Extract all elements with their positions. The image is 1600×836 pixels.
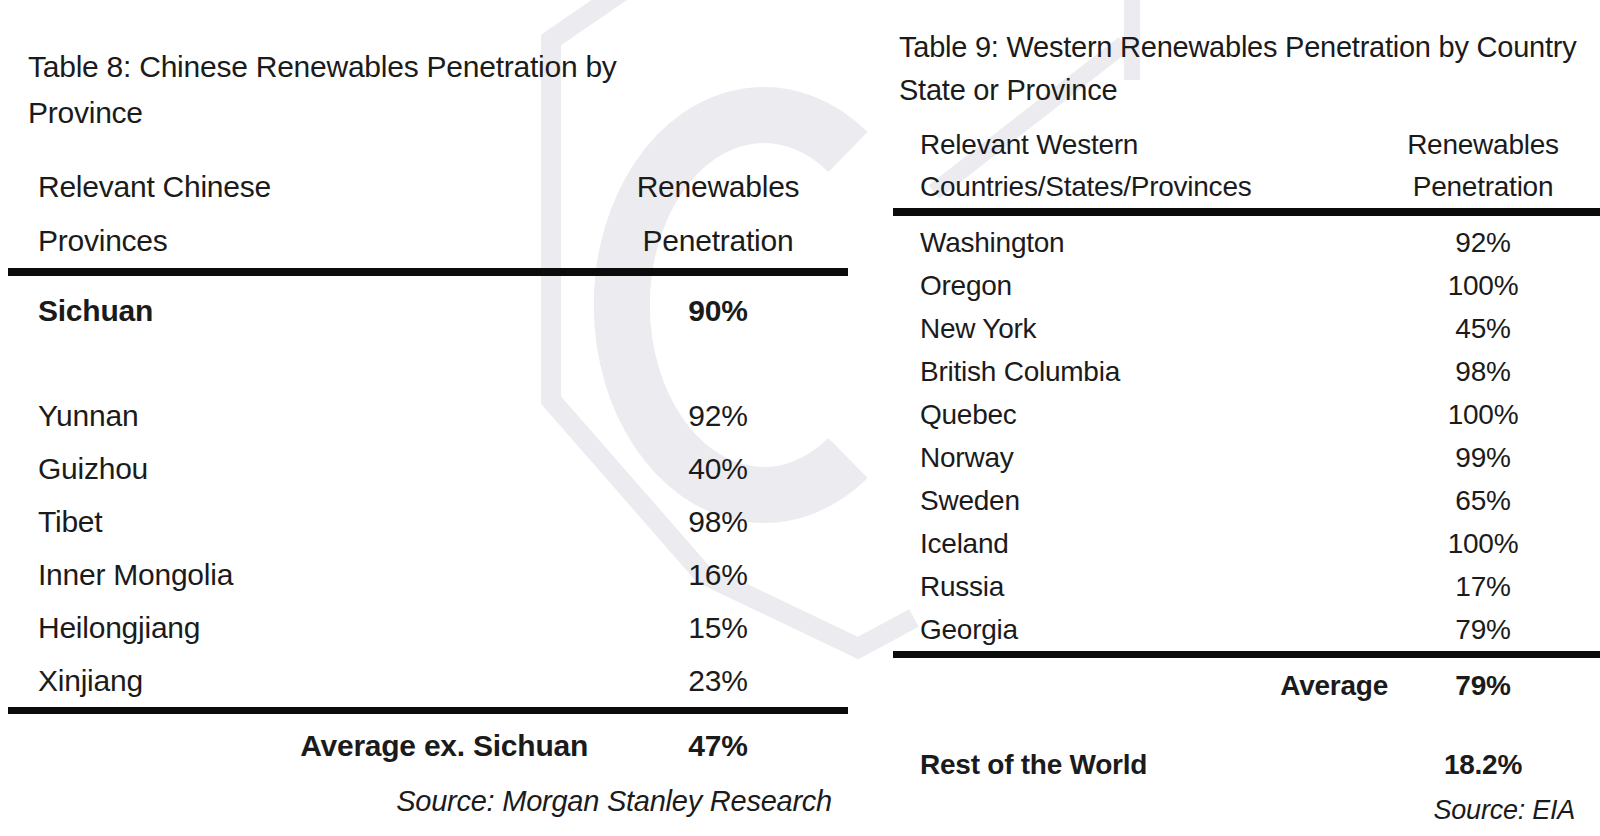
penetration-value: 65% [1388, 485, 1578, 517]
table9-body: Washington 92% Oregon 100% New York 45% … [893, 216, 1600, 651]
penetration-value: 17% [1388, 571, 1578, 603]
table-row: Sweden 65% [893, 479, 1600, 522]
table-row: Norway 99% [893, 436, 1600, 479]
table9-col1-header: Relevant Western Countries/States/Provin… [893, 124, 1388, 208]
province-label: Inner Mongolia [8, 558, 588, 592]
penetration-value: 45% [1388, 313, 1578, 345]
summary-label: Average [893, 670, 1388, 702]
table-row: Guizhou 40% [8, 442, 848, 495]
table8-col2-header: Renewables Penetration [588, 160, 848, 268]
table9-title: Table 9: Western Renewables Penetration … [893, 0, 1593, 112]
penetration-value: 100% [1388, 399, 1578, 431]
table8-header-rule [8, 268, 848, 276]
province-label: Xinjiang [8, 664, 588, 698]
rest-of-world-row: Rest of the World 18.2% [893, 743, 1600, 787]
table9: Table 9: Western Renewables Penetration … [893, 0, 1600, 826]
table8-col2-header-line1: Renewables [588, 160, 848, 214]
table8-bottom-rule [8, 707, 848, 714]
table9-col2-header-line1: Renewables [1388, 124, 1578, 166]
empty-row [8, 337, 848, 389]
summary-value: 79% [1388, 670, 1578, 702]
table9-header-rule [893, 208, 1600, 216]
table-row: Georgia 79% [893, 608, 1600, 651]
table9-col1-header-line2: Countries/States/Provinces [920, 166, 1388, 208]
region-label: Iceland [893, 528, 1388, 560]
region-label: New York [893, 313, 1388, 345]
region-label: Russia [893, 571, 1388, 603]
region-label: Oregon [893, 270, 1388, 302]
table9-col2-header-line2: Penetration [1388, 166, 1578, 208]
table8-col2-header-line2: Penetration [588, 214, 848, 268]
table-row: Heilongjiang 15% [8, 601, 848, 654]
penetration-value: 99% [1388, 442, 1578, 474]
table9-header-row: Relevant Western Countries/States/Provin… [893, 124, 1600, 208]
summary-label: Average ex. Sichuan [8, 729, 588, 763]
table-row: Tibet 98% [8, 495, 848, 548]
table8-summary-row: Average ex. Sichuan 47% [8, 721, 848, 771]
province-label: Guizhou [8, 452, 588, 486]
table-row: New York 45% [893, 307, 1600, 350]
table8-header-row: Relevant Chinese Provinces Renewables Pe… [8, 160, 848, 268]
region-label: British Columbia [893, 356, 1388, 388]
table-row: Iceland 100% [893, 522, 1600, 565]
table-row: Yunnan 92% [8, 389, 848, 442]
table8: Table 8: Chinese Renewables Penetration … [8, 0, 848, 818]
penetration-value: 98% [588, 505, 848, 539]
penetration-value: 16% [588, 558, 848, 592]
table9-col1-header-line1: Relevant Western [920, 124, 1388, 166]
region-label: Quebec [893, 399, 1388, 431]
table8-col1-header-line1: Relevant Chinese [38, 160, 588, 214]
table8-body: Sichuan 90% Yunnan 92% Guizhou 40% Tibet… [8, 276, 848, 707]
table9-source-note: Source: EIA [893, 795, 1600, 826]
penetration-value: 100% [1388, 528, 1578, 560]
penetration-value: 92% [588, 399, 848, 433]
penetration-value: 23% [588, 664, 848, 698]
table-row: Oregon 100% [893, 264, 1600, 307]
table8-col1-header: Relevant Chinese Provinces [8, 160, 588, 268]
penetration-value: 92% [1388, 227, 1578, 259]
penetration-value: 100% [1388, 270, 1578, 302]
table-row: Inner Mongolia 16% [8, 548, 848, 601]
table-row: Xinjiang 23% [8, 654, 848, 707]
penetration-value: 40% [588, 452, 848, 486]
region-label: Norway [893, 442, 1388, 474]
rest-of-world-label: Rest of the World [893, 749, 1388, 781]
penetration-value: 98% [1388, 356, 1578, 388]
province-label: Tibet [8, 505, 588, 539]
province-label: Yunnan [8, 399, 588, 433]
table9-col2-header: Renewables Penetration [1388, 124, 1578, 208]
table8-col1-header-line2: Provinces [38, 214, 588, 268]
summary-value: 47% [588, 729, 848, 763]
table9-bottom-rule [893, 651, 1600, 658]
table-row: Quebec 100% [893, 393, 1600, 436]
province-label: Sichuan [8, 294, 588, 328]
table8-title: Table 8: Chinese Renewables Penetration … [8, 0, 728, 136]
table-row: British Columbia 98% [893, 350, 1600, 393]
penetration-value: 15% [588, 611, 848, 645]
table-row: Sichuan 90% [8, 284, 848, 337]
region-label: Sweden [893, 485, 1388, 517]
penetration-value: 79% [1388, 614, 1578, 646]
penetration-value: 90% [588, 294, 848, 328]
province-label: Heilongjiang [8, 611, 588, 645]
table9-summary-row: Average 79% [893, 665, 1600, 707]
rest-of-world-value: 18.2% [1388, 749, 1578, 781]
region-label: Georgia [893, 614, 1388, 646]
region-label: Washington [893, 227, 1388, 259]
table8-source-note: Source: Morgan Stanley Research [8, 785, 848, 818]
table-row: Washington 92% [893, 221, 1600, 264]
table-row: Russia 17% [893, 565, 1600, 608]
